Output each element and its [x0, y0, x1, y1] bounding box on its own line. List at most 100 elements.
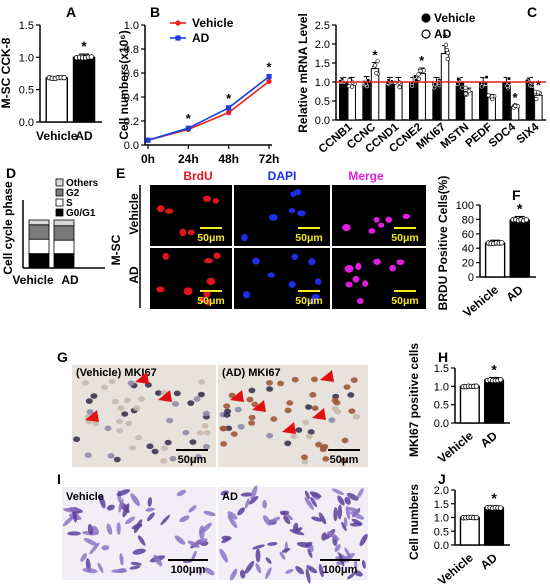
chart-B-legend-marker [175, 20, 181, 26]
chart-C-point [373, 63, 378, 68]
chart-C-point [412, 74, 418, 79]
micro-g-cell [73, 436, 81, 443]
micro-g-cell [295, 427, 303, 433]
micro-g-cell [173, 390, 181, 397]
micro-e-col-dapi: DAPI [268, 169, 297, 183]
chart-J-point [497, 505, 504, 511]
micro-g-cell [187, 400, 195, 406]
micro-i-cell [244, 498, 250, 509]
micro-g-cell [284, 407, 292, 414]
chart-A-xtick-label: Vehicle [36, 129, 78, 143]
micro-e-nucleus [389, 264, 396, 272]
chart-F-ytick-label: 20 [462, 258, 474, 270]
micro-g-cell [100, 384, 108, 391]
micro-i-cell [309, 491, 322, 498]
micro-e-group-label: M-SC [109, 234, 123, 265]
micro-i-cell [146, 512, 155, 522]
panel-label-f: F [512, 187, 521, 203]
micro-i-cell [160, 514, 171, 526]
micro-g-cell [305, 433, 313, 440]
micro-e-nucleus [288, 281, 296, 288]
chart-B-point-vehicle [266, 78, 272, 84]
micro-i-cell [279, 510, 290, 516]
micro-g-cell [160, 458, 168, 464]
micro-i-cell [195, 538, 208, 544]
micro-i-cell [227, 514, 238, 529]
chart-F-xtick-label: AD [503, 282, 526, 304]
chart-J-ylabel: Cell numbers [407, 484, 421, 560]
chart-B-significance: * [226, 91, 232, 106]
micro-i-cell [153, 554, 163, 567]
micro-i-cell [198, 567, 203, 576]
micro-g-cell [290, 433, 298, 440]
micro-i-cell [119, 553, 124, 566]
micro-e-nucleus [342, 224, 351, 232]
chart-C-point [444, 47, 449, 53]
micro-e-nucleus [373, 217, 380, 223]
chart-F-ytick-label: 0 [468, 272, 474, 284]
chart-B-legend-label: AD [192, 31, 210, 45]
micro-i-cell [310, 496, 318, 508]
micro-g-cell [203, 430, 211, 436]
chart-C-legend-marker [421, 29, 431, 39]
micro-i-cell [122, 503, 130, 518]
chart-C-xtick-label: SIX4 [515, 121, 542, 147]
chart-h-mki67-positive: 0.0 0.5 1.0 1.5 MKI67 positive cells Vehicle *… [407, 343, 510, 466]
chart-F-ytick-label: 40 [462, 243, 474, 255]
chart-A-ytick-label: 0.5 [19, 85, 34, 97]
chart-B-legend-marker [175, 35, 181, 41]
micro-g-cell [202, 443, 210, 450]
chart-D-segment-g2 [28, 224, 50, 240]
micro-i-cell [179, 515, 190, 523]
micro-g-cell [248, 387, 256, 394]
chart-C-point [490, 94, 495, 99]
chart-A-bar-ad [72, 56, 96, 123]
micro-g-cell [309, 392, 317, 398]
micro-i-cell [311, 516, 323, 522]
chart-D-legend-swatch [55, 198, 64, 207]
chart-B-point-ad [226, 105, 232, 111]
micro-g-arrow-icon [320, 370, 334, 382]
micro-i-cell [106, 523, 113, 535]
chart-C-point [466, 88, 472, 94]
micro-e-row-vehicle: Vehicle [127, 193, 141, 235]
micro-i-cell [176, 489, 187, 497]
chart-H-ylabel: MKI67 positive cells [407, 343, 421, 457]
chart-B-ytick-label: 0.0 [124, 140, 139, 152]
micro-g-cell [193, 396, 201, 402]
micro-i-cell [101, 545, 110, 551]
chart-A-ytick-label: 0.0 [19, 117, 34, 129]
micro-e-panel [332, 248, 426, 309]
micro-i-cell [255, 548, 261, 563]
chart-A-ytick-label: 1.5 [19, 20, 34, 32]
chart-C-significance: * [373, 48, 379, 63]
micro-i-cell [132, 548, 146, 555]
chart-H-bar-vehicle [459, 385, 480, 424]
chart-C-point [397, 85, 402, 90]
micro-g-cell [116, 428, 124, 434]
chart-J-ytick-label: 0.5 [434, 526, 449, 538]
micro-i-cell [307, 548, 313, 558]
chart-B-ytick-label: 0.8 [124, 44, 139, 56]
micro-e-nucleus [362, 280, 369, 287]
micro-i-cell [285, 568, 294, 574]
micro-g-label: (Vehicle) MKI67 [76, 367, 157, 379]
chart-C-point [445, 56, 450, 62]
micro-g-cell [107, 452, 115, 459]
chart-B-xtick-label: 48h [218, 152, 239, 166]
micro-e-nucleus [212, 198, 219, 204]
micro-g-cell [81, 380, 89, 386]
chart-D-xtick-label: AD [61, 273, 79, 287]
micro-i-cell [304, 541, 313, 547]
micro-g-cell [286, 400, 294, 406]
chart-C-point [349, 84, 355, 89]
micro-e-nucleus [165, 208, 174, 214]
micro-e-row-ad: AD [127, 266, 141, 284]
chart-C-legend-label: AD [434, 27, 452, 41]
micro-i-scale-label: 100μm [171, 564, 206, 576]
chart-D-segment-s [53, 239, 75, 255]
micro-i-cell [204, 567, 215, 576]
chart-C-xtick-label: SDC4 [487, 121, 519, 150]
micro-g-cell [111, 398, 119, 405]
